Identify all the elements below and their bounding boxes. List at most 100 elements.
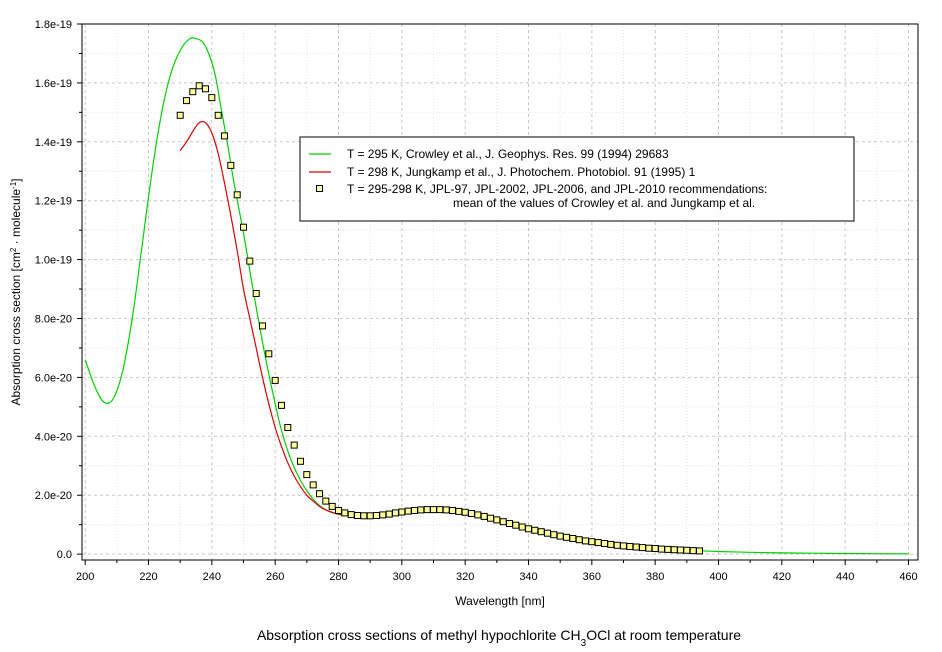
y-tick-label: 8.0e-20 xyxy=(35,314,72,326)
x-tick-label: 300 xyxy=(393,571,411,583)
x-tick-label: 260 xyxy=(266,571,284,583)
x-tick-label: 280 xyxy=(329,571,347,583)
data-point-marker xyxy=(303,471,311,479)
data-point-marker xyxy=(233,191,241,199)
y-tick-label: 1.2e-19 xyxy=(35,196,72,208)
data-point-marker xyxy=(575,536,583,544)
legend-entry-crowley: T = 295 K, Crowley et al., J. Geophys. R… xyxy=(347,147,669,161)
legend-entry-jpl-line2: mean of the values of Crowley et al. and… xyxy=(453,196,755,210)
series-line-0 xyxy=(84,37,909,555)
data-point-marker xyxy=(531,526,539,534)
data-point-marker xyxy=(347,511,355,519)
data-point-marker xyxy=(423,506,431,514)
x-tick-label: 460 xyxy=(899,571,917,583)
legend-swatch-jpl xyxy=(316,185,323,192)
data-point-marker xyxy=(398,508,406,516)
data-point-marker xyxy=(569,535,577,542)
data-point-marker xyxy=(411,507,418,514)
legend-box xyxy=(299,136,855,222)
x-tick-label: 220 xyxy=(139,571,157,583)
data-point-marker xyxy=(664,545,672,553)
data-point-marker xyxy=(461,508,469,516)
data-point-marker xyxy=(556,532,564,540)
data-point-marker xyxy=(252,290,260,297)
data-point-marker xyxy=(360,512,368,520)
data-point-marker xyxy=(449,507,456,514)
data-point-marker xyxy=(278,401,285,409)
data-point-marker xyxy=(487,514,494,522)
data-point-marker xyxy=(645,544,653,552)
x-tick-label: 420 xyxy=(773,571,791,583)
data-point-marker xyxy=(335,507,342,514)
data-point-marker xyxy=(613,541,621,549)
data-point-marker xyxy=(696,547,703,555)
data-point-marker xyxy=(385,510,393,518)
data-point-marker xyxy=(271,376,279,384)
data-point-marker xyxy=(468,510,475,517)
data-point-marker xyxy=(544,529,551,537)
x-axis-label: Wavelength [nm] xyxy=(455,594,545,608)
data-point-marker xyxy=(563,533,570,541)
data-point-marker xyxy=(290,441,298,449)
data-point-marker xyxy=(588,538,596,546)
legend-entry-jpl: T = 295-298 K, JPL-97, JPL-2002, JPL-200… xyxy=(347,182,767,196)
y-tick-label: 1.0e-19 xyxy=(35,255,72,267)
chart-caption: Absorption cross sections of methyl hypo… xyxy=(257,627,741,649)
data-point-marker xyxy=(658,545,665,553)
data-point-marker xyxy=(379,511,387,519)
x-tick-label: 380 xyxy=(646,571,664,583)
data-point-marker xyxy=(227,161,235,169)
data-point-marker xyxy=(442,506,450,514)
data-point-marker xyxy=(297,457,304,465)
data-point-marker xyxy=(436,506,444,514)
data-point-marker xyxy=(208,94,216,102)
data-point-marker xyxy=(183,97,190,105)
data-point-marker xyxy=(677,546,684,554)
y-tick-label: 1.6e-19 xyxy=(35,78,72,90)
data-point-marker xyxy=(341,509,349,517)
data-point-marker xyxy=(455,507,463,515)
y-axis-label: Absorption cross section [cm2 · molecule… xyxy=(9,178,24,405)
x-tick-label: 360 xyxy=(583,571,601,583)
y-tick-label: 0.0 xyxy=(57,549,72,561)
data-point-marker xyxy=(639,544,646,552)
data-point-marker xyxy=(176,111,184,119)
data-point-marker xyxy=(322,497,330,505)
data-point-marker xyxy=(221,132,228,140)
data-point-marker xyxy=(195,82,203,90)
data-point-marker xyxy=(417,506,425,514)
data-point-marker xyxy=(189,88,197,96)
data-point-marker xyxy=(284,424,292,431)
data-point-marker xyxy=(373,512,380,519)
x-tick-label: 320 xyxy=(456,571,474,583)
y-tick-label: 4.0e-20 xyxy=(35,431,72,443)
data-point-marker xyxy=(474,511,482,519)
data-point-marker xyxy=(689,547,697,555)
data-point-marker xyxy=(202,85,209,93)
y-tick-label: 6.0e-20 xyxy=(35,372,72,384)
grid xyxy=(82,23,918,560)
legend: T = 295 K, Crowley et al., J. Geophys. R… xyxy=(299,136,855,222)
legend-entry-jungkamp: T = 298 K, Jungkamp et al., J. Photochem… xyxy=(347,165,696,179)
y-tick-label: 1.8e-19 xyxy=(35,19,72,31)
data-point-marker xyxy=(550,531,558,539)
data-point-marker xyxy=(525,525,532,533)
y-tick-label: 1.4e-19 xyxy=(35,137,72,149)
series-layer xyxy=(84,37,909,555)
data-point-marker xyxy=(430,506,437,514)
x-tick-label: 400 xyxy=(709,571,727,583)
x-tick-label: 200 xyxy=(76,571,94,583)
data-point-marker xyxy=(506,520,513,527)
data-point-marker xyxy=(309,481,317,489)
data-point-marker xyxy=(354,512,361,519)
data-point-marker xyxy=(493,516,501,524)
data-point-marker xyxy=(404,507,412,515)
data-point-marker xyxy=(651,545,659,552)
data-point-marker xyxy=(632,543,640,551)
data-point-marker xyxy=(480,512,488,520)
data-point-marker xyxy=(607,540,615,548)
data-point-marker xyxy=(582,537,589,545)
data-point-marker xyxy=(246,257,254,265)
axis-ticks: 200 220 240 260 280 300 320 340 360 380 400 420 440 4… xyxy=(35,19,918,583)
